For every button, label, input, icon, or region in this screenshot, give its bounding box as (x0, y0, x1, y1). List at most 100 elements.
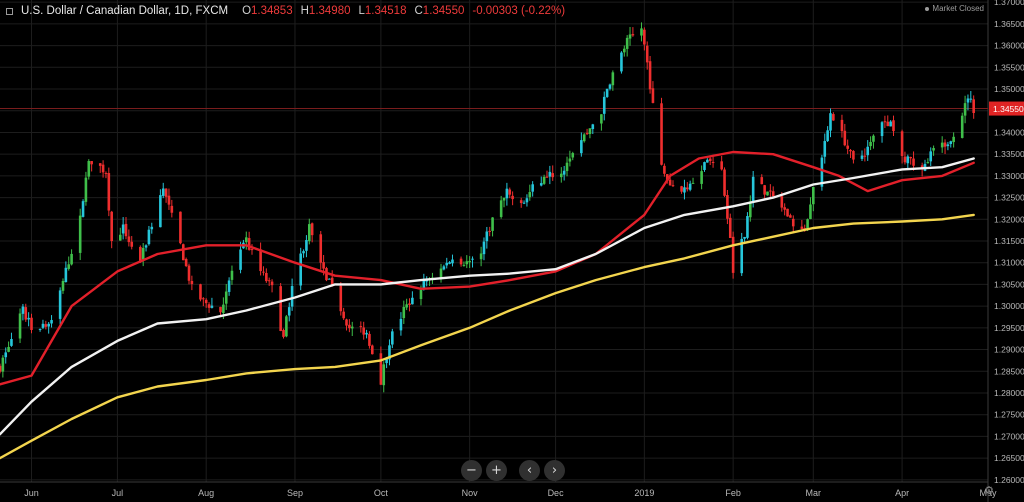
candle-body (580, 140, 583, 154)
candle-body (370, 345, 374, 355)
candle-body (70, 253, 73, 265)
candle-body (322, 262, 325, 269)
candle-body (38, 328, 42, 330)
candle-body (482, 241, 486, 255)
candle-body (167, 195, 171, 205)
candle-body (720, 161, 723, 170)
candle-body (749, 201, 752, 218)
candle-body (90, 161, 93, 165)
gear-icon[interactable]: ⚙ (984, 484, 994, 497)
low-value: 1.34518 (364, 5, 407, 17)
candle-body (852, 150, 855, 160)
candle-body (247, 238, 251, 250)
collapse-icon[interactable] (6, 7, 13, 15)
open-value: 1.34853 (251, 5, 293, 17)
candle-body (425, 280, 429, 282)
y-tick-label: 1.27500 (994, 410, 1024, 420)
candle-body (519, 200, 523, 204)
candle-body (439, 268, 443, 279)
candle-body (611, 72, 615, 86)
candle-body (121, 224, 125, 234)
symbol-title[interactable]: U.S. Dollar / Canadian Dollar, 1D, FXCM (21, 5, 229, 17)
status-dot-icon (925, 6, 930, 11)
candle-body (58, 290, 62, 319)
candle-body (244, 237, 248, 243)
zoom-in-button[interactable]: + (486, 460, 507, 481)
candle-body (863, 155, 867, 157)
candle-body (101, 164, 105, 173)
candle-body (159, 195, 162, 228)
candle-body (628, 34, 632, 39)
candle-body (691, 182, 695, 184)
y-tick-label: 1.26500 (994, 453, 1024, 463)
candle-body (27, 317, 30, 320)
zoom-out-button[interactable]: − (461, 460, 482, 481)
candle-body (491, 217, 494, 231)
candle-body (849, 150, 852, 152)
scroll-right-button[interactable]: › (544, 460, 565, 481)
candle-body (963, 103, 967, 116)
candle-body (668, 179, 672, 186)
candle-body (832, 114, 835, 121)
candle-body (812, 186, 815, 205)
candle-body (591, 124, 595, 130)
y-tick-label: 1.30500 (994, 279, 1024, 289)
candle-body (746, 216, 749, 238)
candle-body (411, 297, 414, 305)
candle-body (969, 98, 973, 100)
candle-body (946, 144, 950, 147)
candle-body (826, 130, 829, 142)
candle-body (87, 160, 91, 177)
candle-body (259, 249, 262, 272)
y-tick-label: 1.37000 (994, 0, 1024, 7)
candle-body (708, 158, 712, 162)
candle-body (485, 231, 489, 242)
candle-body (365, 332, 368, 335)
candle-body (307, 224, 311, 242)
candle-body (528, 192, 532, 198)
candle-body (829, 113, 832, 131)
candle-body (18, 313, 22, 339)
candle-body (262, 271, 265, 273)
candle-body (127, 236, 131, 243)
candle-body (250, 249, 254, 251)
scroll-left-button[interactable]: ‹ (519, 460, 540, 481)
candle-body (98, 163, 102, 166)
x-tick-label: Mar (806, 488, 822, 498)
candle-body (465, 261, 469, 265)
candle-body (608, 84, 612, 89)
candle-body (511, 195, 514, 200)
candle-body (210, 305, 214, 308)
moving-average-line (0, 150, 975, 386)
y-tick-label: 1.31000 (994, 258, 1024, 268)
candle-body (44, 324, 48, 327)
candle-body (625, 37, 629, 49)
candle-body (912, 158, 915, 166)
candle-body (786, 208, 789, 217)
candle-body (800, 226, 804, 230)
candle-body (806, 219, 809, 229)
candle-body (769, 190, 772, 192)
candle-body (419, 289, 423, 300)
low-label: L (358, 5, 365, 17)
candle-body (943, 142, 947, 147)
candle-body (665, 174, 669, 181)
candle-body (843, 130, 847, 146)
candle-body (906, 156, 910, 164)
candle-body (559, 173, 563, 178)
x-tick-label: Nov (462, 488, 479, 498)
candle-body (789, 215, 792, 218)
candle-body (7, 346, 10, 352)
candle-body (900, 131, 904, 156)
candle-body (700, 171, 703, 184)
candle-body (542, 176, 546, 184)
candle-body (422, 280, 426, 289)
candle-body (199, 284, 202, 300)
candle-body (84, 177, 88, 202)
candle-body (820, 157, 824, 187)
candle-body (41, 323, 45, 328)
candle-body (330, 277, 334, 285)
candle-body (204, 299, 208, 304)
candle-body (144, 245, 148, 248)
